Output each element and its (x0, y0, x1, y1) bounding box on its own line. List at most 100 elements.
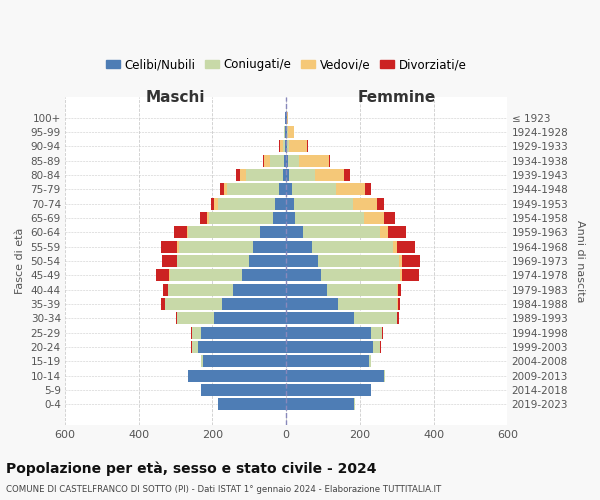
Bar (227, 184, 279, 195)
Bar (273, 212, 286, 224)
Bar (373, 341, 380, 353)
Bar (286, 241, 312, 252)
Bar (279, 184, 286, 195)
Bar (209, 212, 273, 224)
Bar (188, 226, 260, 238)
Bar (170, 270, 242, 281)
Bar (263, 155, 264, 166)
Bar (315, 169, 344, 181)
Bar (371, 327, 382, 338)
Bar (287, 140, 289, 152)
Bar (188, 370, 286, 382)
Bar (286, 255, 317, 267)
Bar (286, 312, 355, 324)
Bar (393, 241, 397, 252)
Bar (284, 155, 286, 166)
Bar (397, 298, 398, 310)
Bar (161, 241, 178, 252)
Bar (178, 241, 179, 252)
Bar (178, 255, 250, 267)
Bar (174, 226, 187, 238)
Bar (380, 226, 388, 238)
Bar (397, 284, 398, 296)
Bar (164, 298, 221, 310)
Bar (287, 112, 288, 124)
Bar (279, 140, 280, 152)
Bar (250, 255, 286, 267)
Bar (299, 155, 329, 166)
Bar (286, 169, 289, 181)
Bar (202, 356, 203, 367)
Bar (286, 370, 384, 382)
Text: Popolazione per età, sesso e stato civile - 2024: Popolazione per età, sesso e stato civil… (6, 461, 377, 475)
Bar (329, 155, 331, 166)
Bar (161, 298, 164, 310)
Bar (284, 126, 286, 138)
Bar (397, 312, 399, 324)
Bar (307, 140, 308, 152)
Bar (286, 298, 338, 310)
Bar (242, 270, 286, 281)
Bar (253, 241, 286, 252)
Bar (289, 140, 307, 152)
Bar (218, 398, 286, 410)
Bar (384, 370, 385, 382)
Bar (398, 284, 401, 296)
Bar (200, 212, 207, 224)
Bar (384, 212, 395, 224)
Bar (288, 155, 299, 166)
Bar (224, 184, 227, 195)
Bar (321, 270, 400, 281)
Bar (288, 126, 293, 138)
Bar (286, 270, 321, 281)
Bar (286, 155, 288, 166)
Bar (218, 198, 275, 209)
Bar (179, 241, 253, 252)
Bar (260, 226, 286, 238)
Bar (293, 198, 353, 209)
Bar (338, 298, 397, 310)
Bar (286, 327, 371, 338)
Bar (245, 169, 283, 181)
Bar (240, 169, 245, 181)
Bar (286, 212, 295, 224)
Bar (162, 255, 176, 267)
Bar (214, 198, 218, 209)
Bar (287, 126, 288, 138)
Bar (163, 284, 168, 296)
Bar (401, 255, 420, 267)
Bar (192, 341, 198, 353)
Bar (221, 298, 286, 310)
Text: Maschi: Maschi (146, 90, 205, 106)
Bar (388, 226, 406, 238)
Bar (289, 169, 315, 181)
Bar (286, 384, 371, 396)
Bar (400, 270, 403, 281)
Bar (211, 198, 214, 209)
Legend: Celibi/Nubili, Coniugati/e, Vedovi/e, Divorziati/e: Celibi/Nubili, Coniugati/e, Vedovi/e, Di… (101, 54, 472, 76)
Bar (295, 212, 364, 224)
Bar (157, 270, 169, 281)
Bar (364, 212, 384, 224)
Bar (280, 140, 283, 152)
Bar (214, 312, 286, 324)
Bar (303, 226, 380, 238)
Bar (283, 169, 286, 181)
Bar (220, 184, 224, 195)
Bar (344, 169, 350, 181)
Bar (292, 184, 336, 195)
Bar (191, 327, 192, 338)
Bar (269, 155, 284, 166)
Bar (365, 184, 371, 195)
Bar (286, 140, 287, 152)
Bar (283, 140, 286, 152)
Bar (312, 241, 393, 252)
Bar (168, 284, 233, 296)
Bar (327, 284, 397, 296)
Bar (286, 398, 355, 410)
Bar (380, 341, 381, 353)
Bar (203, 356, 286, 367)
Bar (176, 312, 178, 324)
Bar (286, 198, 293, 209)
Y-axis label: Fasce di età: Fasce di età (15, 228, 25, 294)
